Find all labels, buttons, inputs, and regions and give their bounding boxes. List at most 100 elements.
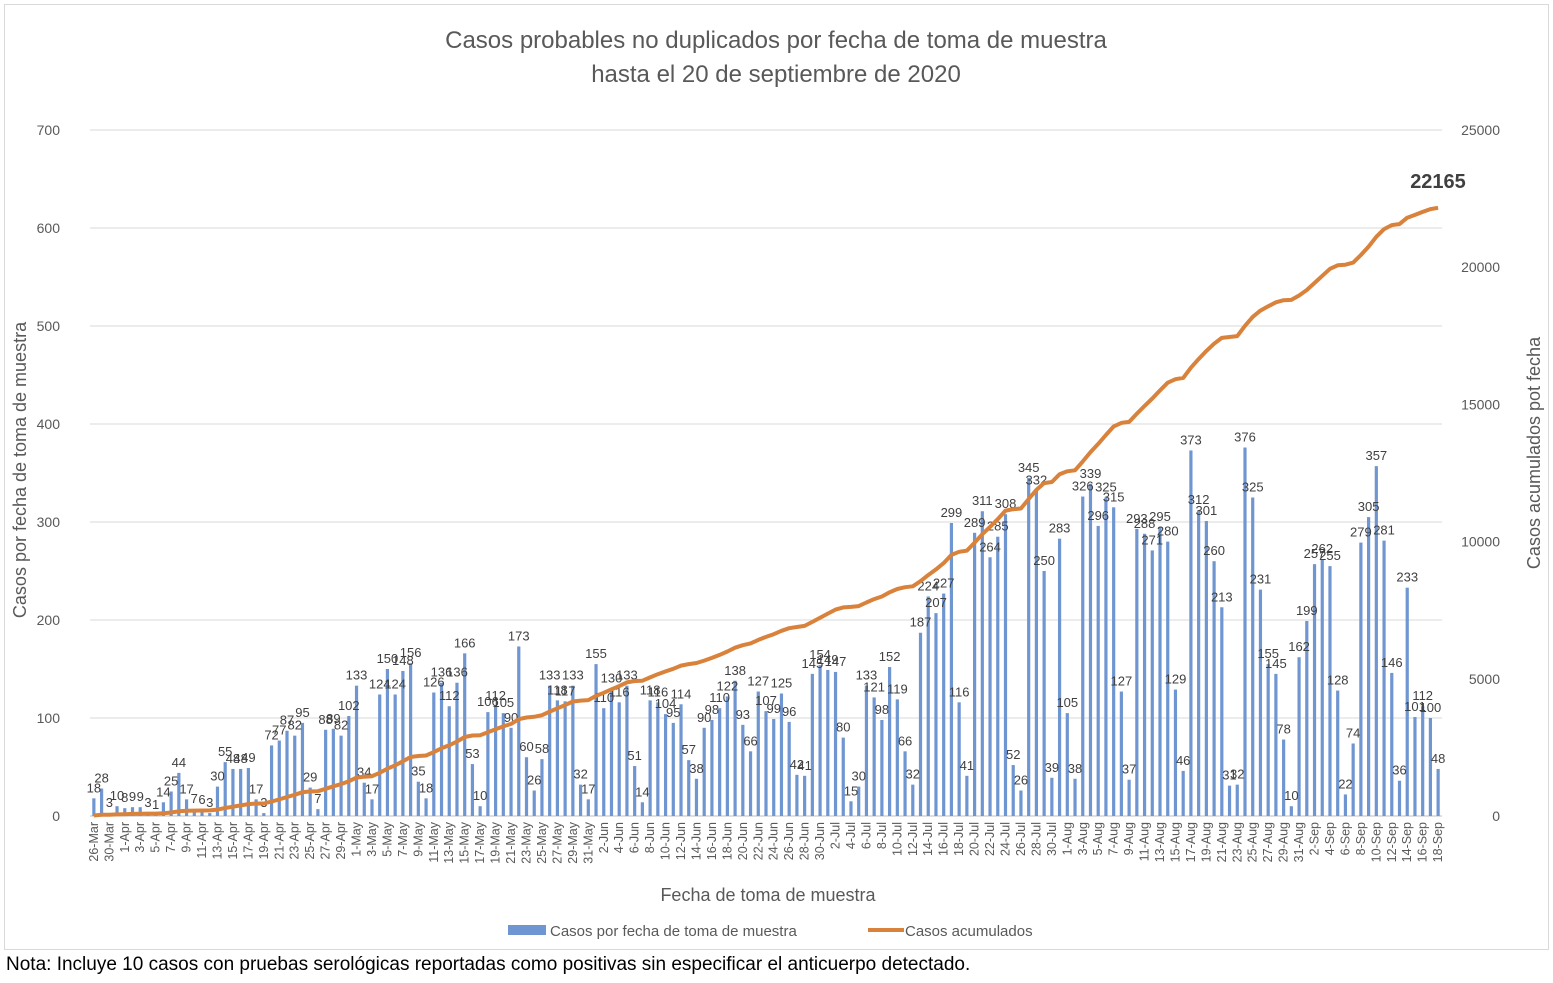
- data-label: 145: [1265, 656, 1287, 671]
- data-label: 124: [384, 676, 406, 691]
- bar: [1297, 657, 1301, 816]
- x-tick-label: 10-Sep: [1369, 822, 1383, 862]
- bar: [1088, 483, 1093, 816]
- x-axis: 26-Mar 30-Mar 1-Apr 3-Apr 5-Apr 7-Apr 9-Apr 11-…: [87, 821, 1445, 863]
- x-tick-label: 8-Sep: [1354, 822, 1368, 855]
- x-tick-label: 31-May: [581, 821, 595, 863]
- data-label: 14: [156, 784, 170, 799]
- data-label: 10: [110, 788, 124, 803]
- x-tick-label: 4-Jul: [844, 822, 858, 849]
- bar: [1390, 672, 1394, 816]
- data-label: 7: [314, 791, 321, 806]
- bar: [1305, 620, 1309, 816]
- y2-tick-label: 0: [1492, 808, 1500, 824]
- data-label: 283: [1049, 521, 1071, 536]
- data-label: 136: [431, 665, 453, 680]
- data-label: 38: [689, 761, 703, 776]
- data-label: 31: [1222, 768, 1236, 783]
- data-label: 145: [802, 656, 824, 671]
- bar: [123, 808, 127, 816]
- x-tick-label: 21-Aug: [1215, 822, 1229, 862]
- data-label: 122: [717, 678, 739, 693]
- data-label: 262: [1311, 541, 1333, 556]
- x-tick-label: 6-Sep: [1338, 822, 1352, 855]
- bar: [470, 764, 475, 816]
- data-label: 26: [527, 773, 541, 788]
- x-tick-label: 26-Jul: [1014, 822, 1028, 856]
- bar: [702, 727, 706, 816]
- data-label: 18: [419, 780, 433, 795]
- data-label: 53: [465, 746, 479, 761]
- data-label: 72: [264, 727, 278, 742]
- data-label: 376: [1234, 430, 1256, 445]
- data-label: 112: [439, 688, 460, 703]
- bar: [486, 712, 490, 816]
- bar: [718, 708, 722, 816]
- bar: [733, 680, 737, 816]
- bar: [888, 667, 892, 816]
- data-label: 155: [1257, 646, 1279, 661]
- data-label: 42: [790, 757, 804, 772]
- x-tick-label: 24-Jul: [998, 822, 1012, 856]
- bar: [1274, 673, 1278, 816]
- data-label: 281: [1373, 523, 1395, 538]
- bar: [633, 766, 637, 816]
- legend-label-line: Casos acumulados: [905, 923, 1033, 940]
- data-label: 125: [771, 676, 793, 691]
- bar: [864, 685, 869, 816]
- bar: [679, 704, 683, 816]
- data-label: 257: [1304, 546, 1326, 561]
- data-label: 3: [144, 795, 151, 810]
- bar: [524, 757, 529, 816]
- data-label: 146: [1381, 655, 1403, 670]
- data-label: 3: [106, 795, 113, 810]
- bar: [478, 806, 482, 816]
- data-label: 296: [1087, 508, 1109, 523]
- data-label: 6: [198, 792, 205, 807]
- bar: [455, 682, 459, 816]
- bar: [586, 799, 590, 816]
- data-label: 101: [1404, 699, 1426, 714]
- bar: [285, 730, 289, 816]
- y-tick-label: 600: [37, 220, 61, 236]
- x-tick-label: 2-Jun: [597, 822, 611, 853]
- bar: [880, 719, 884, 816]
- bar: [1204, 521, 1208, 816]
- bar: [1158, 526, 1162, 816]
- legend-label-bars: Casos por fecha de toma de muestra: [550, 923, 797, 940]
- bar: [1266, 664, 1270, 816]
- bar: [625, 685, 629, 816]
- x-tick-label: 30-Jun: [813, 822, 827, 860]
- data-label: 1: [152, 797, 159, 812]
- x-tick-label: 10-Jun: [659, 822, 673, 860]
- bar: [362, 782, 366, 816]
- data-label: 58: [535, 741, 549, 756]
- data-label: 82: [334, 718, 348, 733]
- x-tick-label: 7-Apr: [164, 822, 178, 853]
- bar: [571, 685, 575, 816]
- data-label: 207: [925, 595, 947, 610]
- x-tick-label: 1-May: [350, 821, 364, 856]
- bar: [231, 768, 235, 816]
- bar: [957, 702, 961, 816]
- x-tick-label: 2-Sep: [1308, 822, 1322, 855]
- bar: [1127, 779, 1131, 816]
- bar: [1027, 477, 1031, 816]
- x-tick-label: 3-Apr: [133, 822, 147, 853]
- final-cumulative-label: 22165: [1410, 171, 1466, 193]
- data-label: 117: [555, 683, 576, 698]
- data-label: 233: [1396, 570, 1418, 585]
- data-label: 7: [191, 791, 198, 806]
- data-label: 130: [601, 671, 623, 686]
- x-tick-label: 12-Jul: [906, 822, 920, 856]
- data-label: 199: [1296, 603, 1318, 618]
- data-label: 289: [964, 515, 986, 530]
- x-tick-label: 21-May: [504, 821, 518, 863]
- bar: [1343, 794, 1348, 816]
- x-tick-label: 12-Jun: [674, 822, 688, 860]
- data-label: 255: [1319, 548, 1341, 563]
- bar: [555, 700, 560, 816]
- data-label: 26: [1014, 773, 1028, 788]
- data-label: 326: [1072, 479, 1094, 494]
- bar: [1003, 514, 1008, 816]
